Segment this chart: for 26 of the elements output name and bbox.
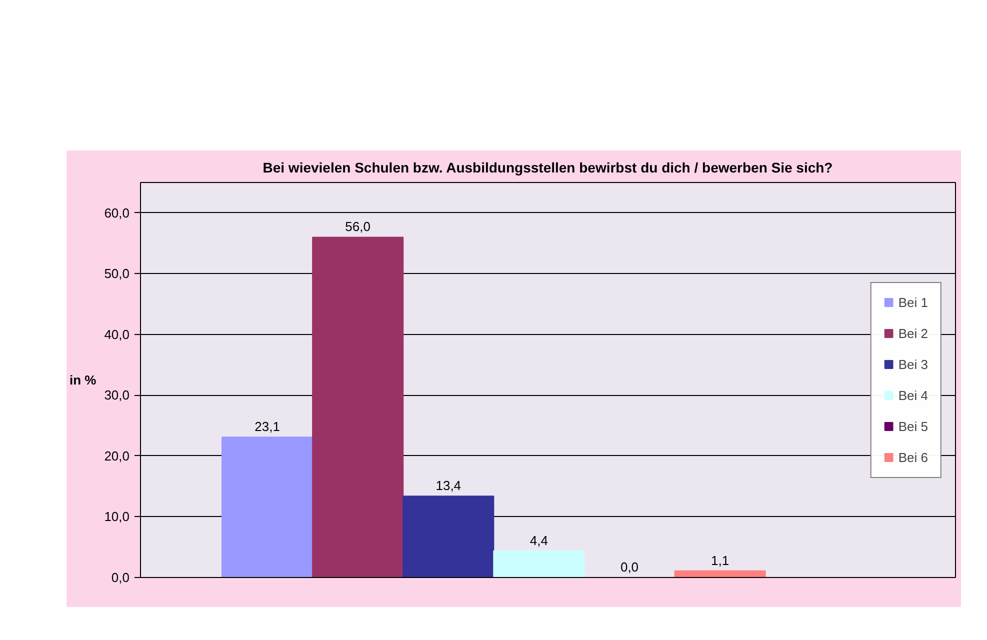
data-label: 4,4 (530, 532, 548, 548)
legend-label: Bei 4 (898, 388, 928, 402)
chart-title: Bei wievielen Schulen bzw. Ausbildungsstellen bewirbst du dich / bewerben Sie sich? (262, 160, 833, 176)
y-tick-label: 50,0 (104, 266, 130, 282)
legend-label: Bei 6 (898, 450, 928, 464)
data-label: 1,1 (711, 552, 730, 568)
y-tick-label: 40,0 (104, 326, 130, 342)
y-axis-title: in % (69, 372, 97, 388)
legend-label: Bei 3 (898, 356, 928, 372)
y-tick-label: 30,0 (104, 388, 130, 403)
data-label: 23,1 (254, 419, 280, 434)
y-tick-label: 60,0 (104, 205, 130, 220)
y-tick-label: 0,0 (111, 570, 130, 585)
bar (222, 436, 314, 578)
data-label: 56,0 (345, 219, 370, 234)
legend-label: Bei 2 (898, 326, 928, 340)
bar (312, 236, 404, 578)
data-label: 13,4 (436, 478, 462, 494)
bar (674, 570, 766, 578)
legend-label: Bei 1 (898, 294, 928, 310)
bar (493, 550, 585, 578)
y-tick-label: 20,0 (104, 448, 130, 464)
data-label: 0,0 (620, 560, 639, 574)
y-tick-label: 10,0 (104, 509, 130, 524)
legend-label: Bei 5 (898, 418, 928, 434)
bar (402, 496, 494, 578)
